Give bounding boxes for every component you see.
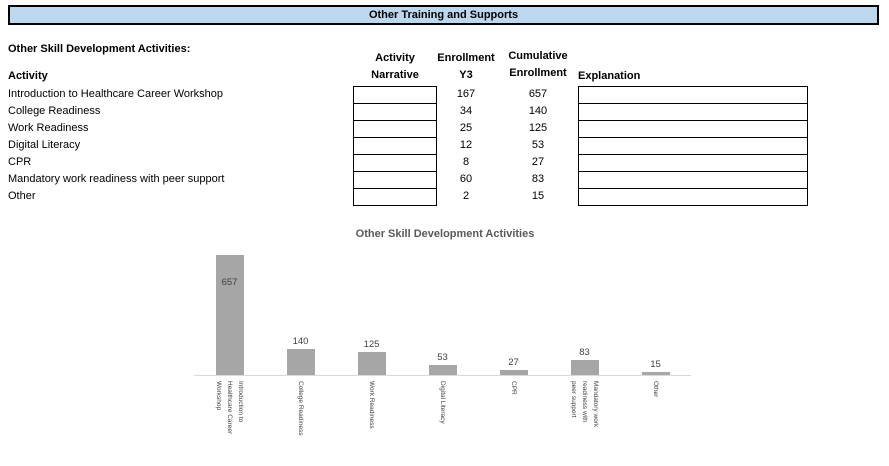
category-label: CPR [510,381,518,395]
cumulative-enrollment-value: 15 [531,190,545,202]
enrollment-y3-value: 2 [462,190,470,202]
explanation-cell[interactable] [578,171,808,189]
column-header-enrollment-y3: Enrollment Y3 [437,52,495,81]
activity-narrative-cell[interactable] [353,154,437,172]
explanation-cell[interactable] [578,86,808,104]
chart-bar [216,255,244,375]
chart-title: Other Skill Development Activities [355,228,535,240]
activity-name: CPR [8,156,32,168]
x-axis-line [194,375,691,376]
activity-name: Work Readiness [8,122,89,134]
activity-name: Other [8,190,36,202]
chart-bar [642,372,670,375]
chart-bar [287,349,315,375]
column-header-activity: Activity [8,70,48,82]
cumulative-enrollment-value: 657 [528,88,548,100]
enrollment-y3-value: 60 [459,173,473,185]
chart-bar [500,370,528,375]
enrollment-y3-value: 34 [459,105,473,117]
activity-narrative-cell[interactable] [353,120,437,138]
explanation-cell[interactable] [578,137,808,155]
column-header-explanation: Explanation [578,70,641,82]
explanation-cell[interactable] [578,103,808,121]
cumulative-enrollment-value: 83 [531,173,545,185]
enrollment-y3-value: 8 [462,156,470,168]
chart-bar [571,360,599,375]
category-label-box: Introduction to Healthcare Career Worksh… [194,381,265,465]
activity-narrative-cell[interactable] [353,86,437,104]
category-label: Introduction to Healthcare Career Worksh… [214,381,245,435]
cumulative-enrollment-value: 140 [528,105,548,117]
column-header-narrative: Activity Narrative [371,52,419,81]
cumulative-enrollment-value: 27 [531,156,545,168]
category-label-box: Work Readiness [336,381,407,465]
category-label: College Readiness [297,381,305,436]
enrollment-y3-value: 12 [459,139,473,151]
category-label: Other [652,381,660,398]
explanation-cell[interactable] [578,154,808,172]
activity-name: Mandatory work readiness with peer suppo… [8,173,225,185]
bar-value-label: 125 [363,339,380,350]
cumulative-enrollment-value: 125 [528,122,548,134]
section-label: Other Skill Development Activities: [8,43,191,55]
activity-narrative-cell[interactable] [353,137,437,155]
explanation-cell[interactable] [578,188,808,206]
category-label: Digital Literacy [439,381,447,424]
activity-narrative-cell[interactable] [353,188,437,206]
category-label: Work Readiness [368,381,376,429]
activity-name: Digital Literacy [8,139,81,151]
category-label-box: Mandatory work readiness with peer suppo… [549,381,620,465]
page-title: Other Training and Supports [8,5,879,25]
bar-value-label: 657 [221,277,238,288]
enrollment-y3-value: 25 [459,122,473,134]
category-label-box: Other [620,381,691,465]
bar-value-label: 27 [508,357,519,368]
chart-bar [429,365,457,375]
bar-value-label: 83 [579,347,590,358]
category-label-box: Digital Literacy [407,381,478,465]
category-label-box: CPR [478,381,549,465]
category-label: Mandatory work readiness with peer suppo… [569,381,600,428]
column-header-cumulative-enrollment: Cumulative Enrollment [508,50,568,79]
bar-value-label: 15 [650,359,661,370]
cumulative-enrollment-value: 53 [531,139,545,151]
activity-narrative-cell[interactable] [353,171,437,189]
explanation-cell[interactable] [578,120,808,138]
activity-name: College Readiness [8,105,101,117]
category-label-box: College Readiness [265,381,336,465]
enrollment-y3-value: 167 [456,88,476,100]
bar-value-label: 140 [292,336,309,347]
chart-bar [358,352,386,375]
bar-value-label: 53 [437,352,448,363]
activity-narrative-cell[interactable] [353,103,437,121]
activity-name: Introduction to Healthcare Career Worksh… [8,88,224,100]
